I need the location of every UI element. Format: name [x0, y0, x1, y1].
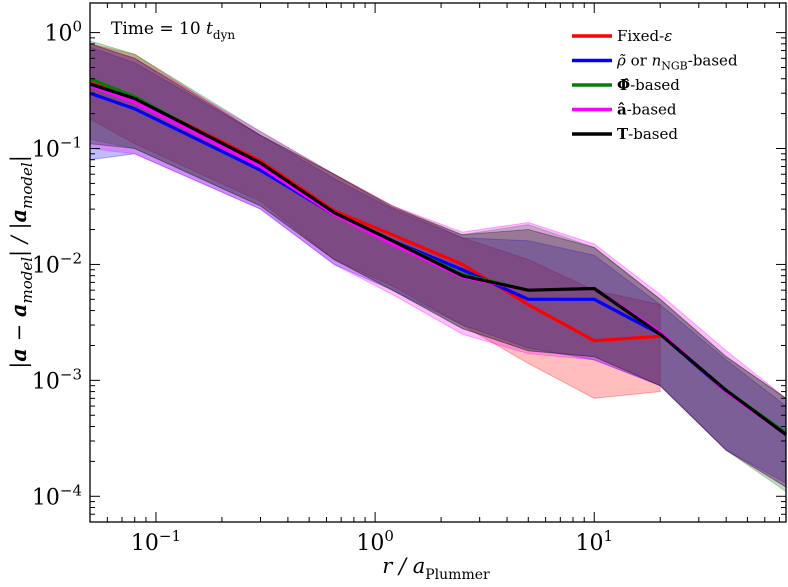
legend-label-1: ρ̃ or nNGB-based — [616, 52, 738, 73]
time-annotation: Time = 10 tdyn — [111, 19, 235, 42]
x-tick-label: 100 — [356, 527, 394, 556]
y-tick-label: 10−3 — [32, 365, 82, 394]
line-series-4 — [89, 82, 787, 436]
y-tick-label: 10−1 — [32, 134, 82, 163]
legend-label-0: Fixed-ε — [617, 27, 672, 45]
y-tick-label: 100 — [44, 18, 82, 47]
x-tick-label: 10−1 — [131, 527, 181, 556]
plot-frame — [89, 2, 787, 523]
axis-ticks — [89, 3, 786, 523]
y-tick-label: 10−2 — [32, 249, 82, 278]
legend-label-4: T-based — [617, 125, 678, 143]
legend-label-2: Φ̂-based — [617, 76, 680, 94]
series-lines — [89, 77, 787, 436]
x-tick-label: 101 — [575, 527, 613, 556]
legend-label-3: â-based — [617, 101, 677, 119]
tick-labels: 10−1 100 101 10−4 10−3 10−2 10−1 100 — [32, 18, 613, 556]
y-tick-label: 10−4 — [32, 481, 82, 510]
y-axis-label: |a − amodel| / |amodel| — [6, 155, 36, 369]
legend: Fixed-ε ρ̃ or nNGB-based Φ̂-based â-based T-… — [572, 27, 738, 143]
x-axis-label: r / aPlummer — [382, 554, 490, 583]
band-series-0 — [89, 43, 661, 399]
